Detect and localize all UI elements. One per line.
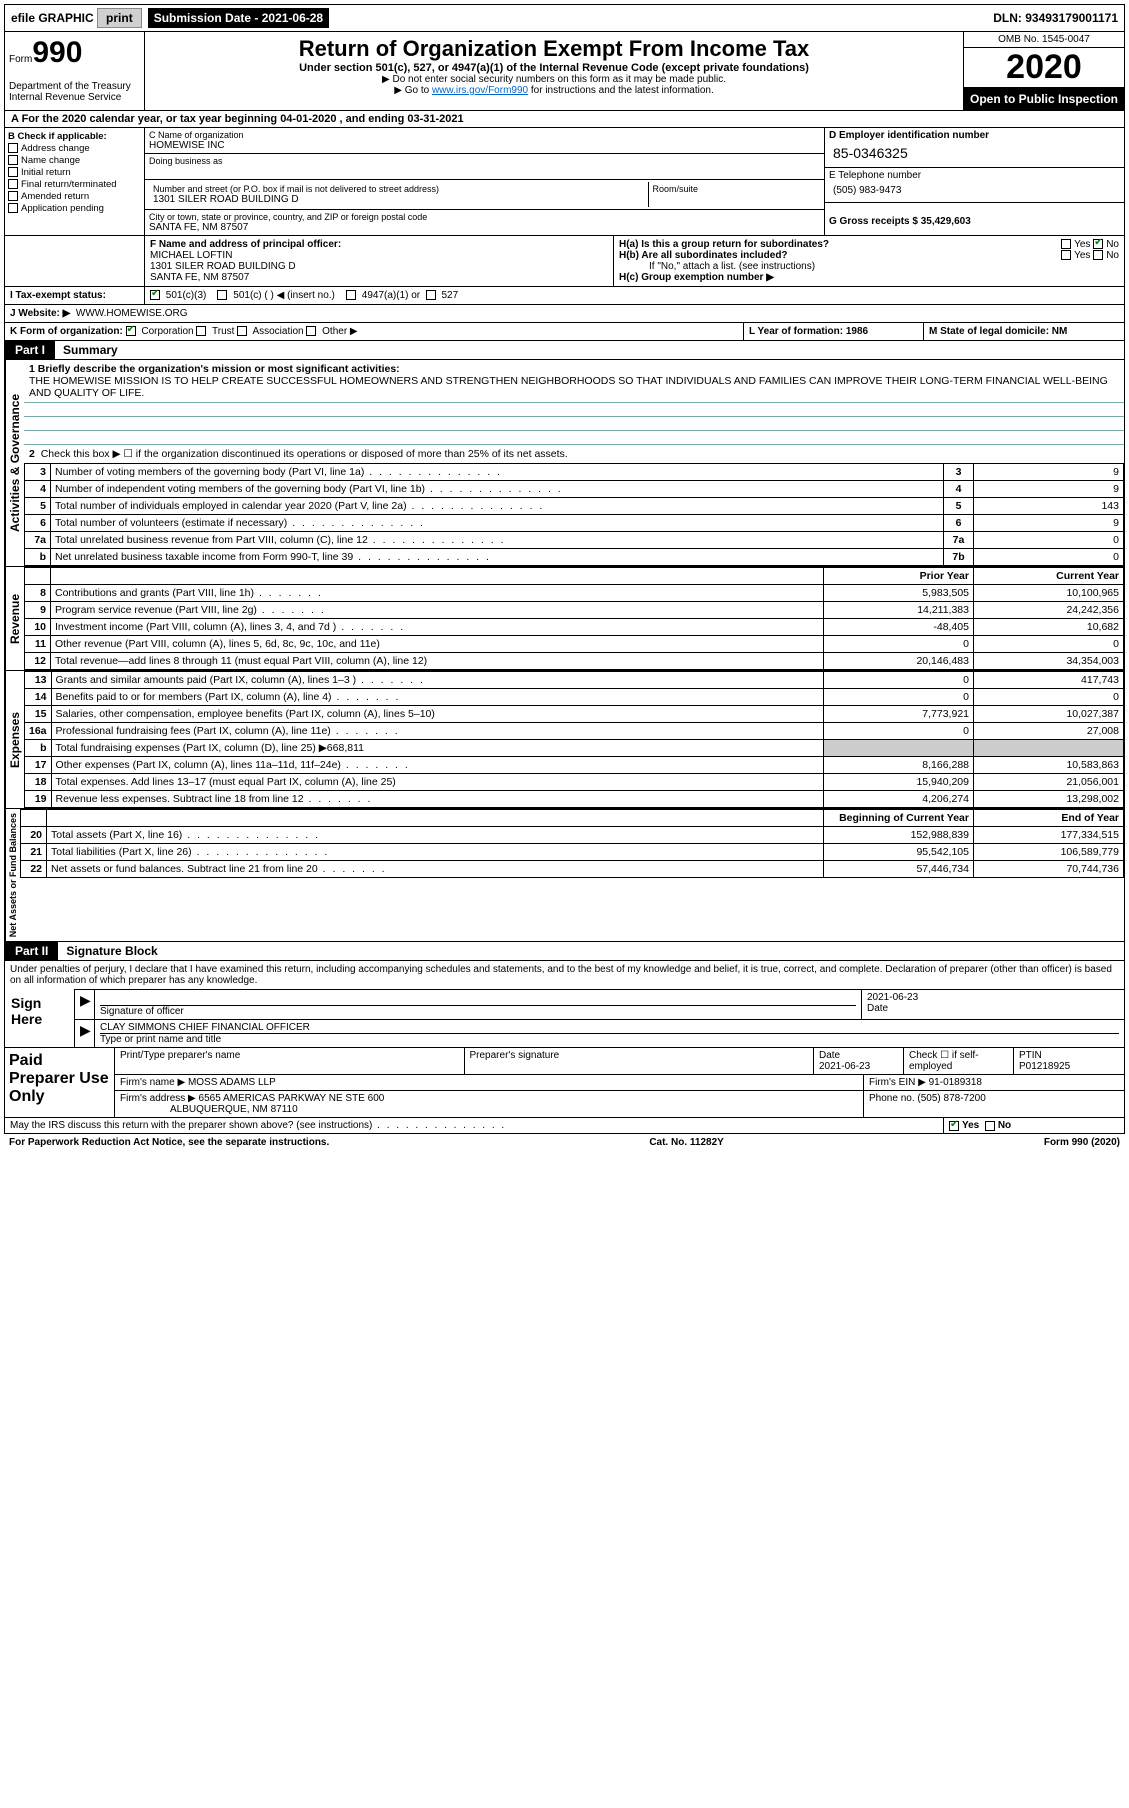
row-klm: K Form of organization: Corporation Trus… <box>4 323 1125 341</box>
form-title: Return of Organization Exempt From Incom… <box>149 36 959 62</box>
chk-final[interactable]: Final return/terminated <box>8 179 141 190</box>
row-fh: F Name and address of principal officer:… <box>4 236 1125 287</box>
col-right: D Employer identification number 85-0346… <box>824 128 1124 235</box>
row-i-tax-status: I Tax-exempt status: 501(c)(3) 501(c) ( … <box>4 287 1125 305</box>
b-label: B Check if applicable: <box>8 131 107 142</box>
year-formation: L Year of formation: 1986 <box>749 326 868 337</box>
prep-date: 2021-06-23 <box>819 1061 870 1072</box>
state-domicile: M State of legal domicile: NM <box>929 326 1067 337</box>
irs-link[interactable]: www.irs.gov/Form990 <box>432 85 528 96</box>
section-revenue: Revenue Prior YearCurrent Year 8Contribu… <box>4 567 1125 671</box>
footer-formno: Form 990 (2020) <box>1044 1137 1120 1148</box>
vtab-expenses: Expenses <box>5 671 24 808</box>
efile-label: efile GRAPHIC print <box>5 5 148 31</box>
vtab-activities: Activities & Governance <box>5 360 24 566</box>
dln: DLN: 93493179001171 <box>987 8 1124 28</box>
cell-phone: E Telephone number (505) 983-9473 <box>825 168 1124 203</box>
title-box: Return of Organization Exempt From Incom… <box>145 32 964 110</box>
cell-ein: D Employer identification number 85-0346… <box>825 128 1124 168</box>
firm-phone: (505) 878-7200 <box>917 1093 985 1104</box>
gross-receipts: G Gross receipts $ 35,429,603 <box>829 216 971 227</box>
top-bar: efile GRAPHIC print Submission Date - 20… <box>4 4 1125 32</box>
cell-addr: Number and street (or P.O. box if mail i… <box>145 180 824 210</box>
phone-value: (505) 983-9473 <box>829 181 1120 200</box>
open-public: Open to Public Inspection <box>964 88 1124 110</box>
col-mid: C Name of organization HOMEWISE INC Doin… <box>145 128 824 235</box>
mission-block: 1 Briefly describe the organization's mi… <box>24 360 1124 403</box>
org-street: 1301 SILER ROAD BUILDING D <box>153 194 644 205</box>
org-city: SANTA FE, NM 87507 <box>149 222 820 233</box>
footer-left: For Paperwork Reduction Act Notice, see … <box>9 1137 329 1148</box>
chk-initial[interactable]: Initial return <box>8 167 141 178</box>
form-header: Form990 Department of the Treasury Inter… <box>4 32 1125 111</box>
signature-block: Under penalties of perjury, I declare th… <box>4 961 1125 1134</box>
chk-pending[interactable]: Application pending <box>8 203 141 214</box>
ein-value: 85-0346325 <box>829 141 1120 165</box>
ptin-value: P01218925 <box>1019 1061 1070 1072</box>
tax-year: 2020 <box>964 48 1124 88</box>
preparer-block: Paid Preparer Use Only Print/Type prepar… <box>5 1047 1124 1117</box>
officer-name: MICHAEL LOFTIN <box>150 250 232 261</box>
cell-city: City or town, state or province, country… <box>145 210 824 235</box>
firm-addr2: ALBUQUERQUE, NM 87110 <box>170 1104 298 1115</box>
org-name: HOMEWISE INC <box>149 140 820 151</box>
table-revenue: Prior YearCurrent Year 8Contributions an… <box>24 567 1124 670</box>
submission-date: Submission Date - 2021-06-28 <box>148 8 329 28</box>
year-box: OMB No. 1545-0047 2020 Open to Public In… <box>964 32 1124 110</box>
vtab-revenue: Revenue <box>5 567 24 670</box>
section-expenses: Expenses 13Grants and similar amounts pa… <box>4 671 1125 809</box>
officer-name-title: CLAY SIMMONS CHIEF FINANCIAL OFFICER <box>100 1022 1119 1034</box>
sign-here: Sign Here <box>5 989 75 1047</box>
website-value: WWW.HOMEWISE.ORG <box>76 308 188 319</box>
form-number: 990 <box>32 36 82 69</box>
dept-irs: Internal Revenue Service <box>9 92 121 103</box>
dept-treasury: Department of the Treasury <box>9 81 131 92</box>
form-box: Form990 Department of the Treasury Inter… <box>5 32 145 110</box>
col-b-checkboxes: B Check if applicable: Address change Na… <box>5 128 145 235</box>
form-label: Form <box>9 54 32 65</box>
f-officer: F Name and address of principal officer:… <box>145 236 614 286</box>
firm-addr1: 6565 AMERICAS PARKWAY NE STE 600 <box>199 1093 385 1104</box>
table-expenses: 13Grants and similar amounts paid (Part … <box>24 671 1124 808</box>
chk-501c3[interactable] <box>150 290 160 300</box>
hint-goto: ▶ Go to www.irs.gov/Form990 for instruct… <box>149 85 959 96</box>
print-button[interactable]: print <box>97 8 142 28</box>
row-a-taxyear: A For the 2020 calendar year, or tax yea… <box>4 111 1125 128</box>
sig-date: 2021-06-23 <box>867 992 1119 1003</box>
part2-header: Part II Signature Block <box>4 942 1125 961</box>
chk-amended[interactable]: Amended return <box>8 191 141 202</box>
cell-gross: G Gross receipts $ 35,429,603 <box>825 203 1124 229</box>
hint-ssn: ▶ Do not enter social security numbers o… <box>149 74 959 85</box>
table-netassets: Beginning of Current YearEnd of Year 20T… <box>20 809 1124 878</box>
part1-header: Part I Summary <box>4 341 1125 360</box>
h-group: H(a) Is this a group return for subordin… <box>614 236 1124 286</box>
footer-catno: Cat. No. 11282Y <box>649 1137 723 1148</box>
section-netassets: Net Assets or Fund Balances Beginning of… <box>4 809 1125 942</box>
chk-address[interactable]: Address change <box>8 143 141 154</box>
discuss-question: May the IRS discuss this return with the… <box>10 1120 372 1131</box>
paid-preparer: Paid Preparer Use Only <box>5 1048 115 1117</box>
cell-org-name: C Name of organization HOMEWISE INC <box>145 128 824 154</box>
form-subtitle: Under section 501(c), 527, or 4947(a)(1)… <box>149 62 959 74</box>
section-activities: Activities & Governance 1 Briefly descri… <box>4 360 1125 567</box>
mission-text: THE HOMEWISE MISSION IS TO HELP CREATE S… <box>29 375 1108 399</box>
chk-name[interactable]: Name change <box>8 155 141 166</box>
firm-name: MOSS ADAMS LLP <box>188 1077 276 1088</box>
block-bcdefg: B Check if applicable: Address change Na… <box>4 128 1125 236</box>
chk-discuss-yes[interactable] <box>949 1121 959 1131</box>
row-j-website: J Website: ▶ WWW.HOMEWISE.ORG <box>4 305 1125 323</box>
table-ag: 3Number of voting members of the governi… <box>24 463 1124 566</box>
cell-dba: Doing business as <box>145 154 824 180</box>
page-footer: For Paperwork Reduction Act Notice, see … <box>4 1134 1125 1151</box>
penalty-text: Under penalties of perjury, I declare th… <box>5 961 1124 989</box>
omb-number: OMB No. 1545-0047 <box>964 32 1124 48</box>
firm-ein: 91-0189318 <box>929 1077 982 1088</box>
vtab-netassets: Net Assets or Fund Balances <box>5 809 20 941</box>
